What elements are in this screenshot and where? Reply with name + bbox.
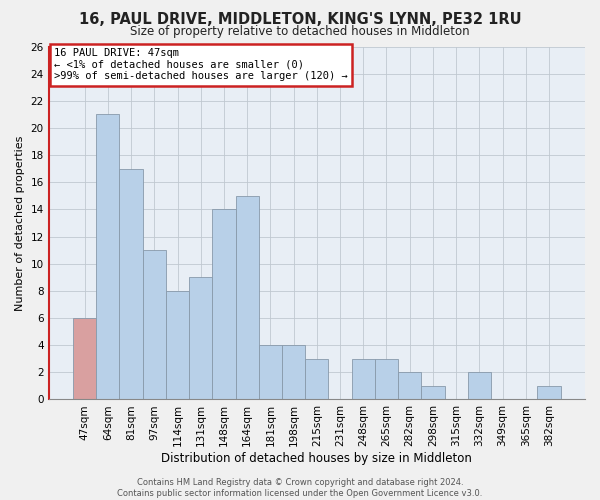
Bar (96, 114, 119, 400)
Y-axis label: Number of detached properties: Number of detached properties (15, 136, 25, 310)
Bar (166, 291, 189, 400)
Bar (538, 386, 560, 400)
Text: Size of property relative to detached houses in Middleton: Size of property relative to detached ho… (130, 25, 470, 38)
Bar (421, 386, 445, 400)
Bar (375, 358, 398, 400)
Text: 16 PAUL DRIVE: 47sqm
← <1% of detached houses are smaller (0)
>99% of semi-detac: 16 PAUL DRIVE: 47sqm ← <1% of detached h… (54, 48, 348, 82)
Bar (305, 358, 328, 400)
Bar (236, 196, 259, 400)
Bar (212, 210, 236, 400)
Bar (468, 372, 491, 400)
Bar (189, 278, 212, 400)
X-axis label: Distribution of detached houses by size in Middleton: Distribution of detached houses by size … (161, 452, 472, 465)
Bar (352, 358, 375, 400)
Bar (259, 345, 282, 400)
Bar (282, 345, 305, 400)
Text: Contains HM Land Registry data © Crown copyright and database right 2024.
Contai: Contains HM Land Registry data © Crown c… (118, 478, 482, 498)
Bar (398, 372, 421, 400)
Bar (73, 318, 96, 400)
Bar (143, 250, 166, 400)
Text: 16, PAUL DRIVE, MIDDLETON, KING'S LYNN, PE32 1RU: 16, PAUL DRIVE, MIDDLETON, KING'S LYNN, … (79, 12, 521, 28)
Bar (119, 168, 143, 400)
